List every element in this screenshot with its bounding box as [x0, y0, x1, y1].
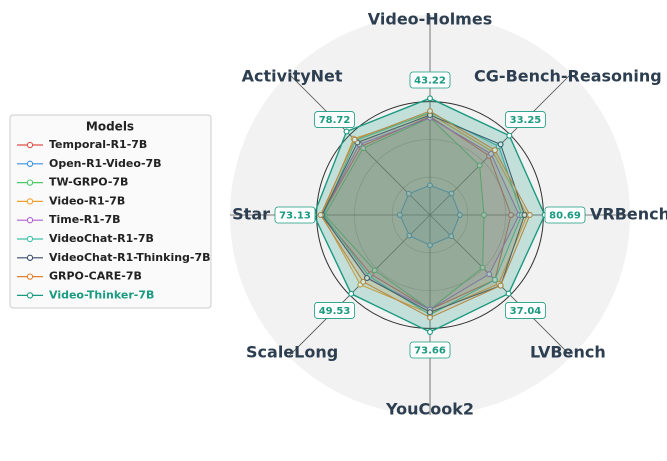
data-point	[360, 145, 367, 152]
axis-label: VRBench	[590, 205, 667, 224]
data-point	[526, 212, 533, 218]
axis-label: ScaleLong	[246, 342, 338, 361]
legend-label: Video-R1-7B	[49, 194, 125, 207]
axis-label: CG-Bench-Reasoning	[474, 67, 662, 86]
data-point	[427, 314, 433, 321]
value-label-box	[314, 111, 355, 128]
legend-label: TW-GRPO-7B	[49, 176, 128, 189]
legend-marker	[26, 141, 34, 149]
value-label-text: 43.22	[414, 76, 446, 87]
legend-label: Video-Thinker-7B	[49, 288, 154, 301]
value-label: 78.72	[314, 111, 355, 128]
value-label-box	[544, 206, 586, 224]
data-point	[505, 290, 512, 297]
value-label-text: 80.69	[549, 211, 581, 222]
value-label-text: 73.13	[279, 211, 311, 222]
legend-marker	[26, 254, 34, 261]
legend-marker	[26, 235, 34, 243]
legend-box	[9, 114, 212, 309]
legend-marker	[26, 160, 34, 167]
legend-marker	[26, 179, 34, 186]
data-point	[427, 242, 433, 249]
value-label: 49.53	[314, 302, 355, 319]
data-point	[476, 162, 483, 169]
data-point	[371, 267, 378, 274]
data-point	[343, 128, 350, 135]
value-label-box	[505, 302, 546, 319]
value-label: 37.04	[505, 302, 546, 319]
legend-marker	[26, 292, 34, 299]
data-point	[427, 329, 433, 335]
data-point	[351, 136, 358, 143]
value-label-box	[409, 341, 451, 359]
data-point	[497, 141, 504, 148]
data-point	[448, 233, 455, 240]
value-label: 73.66	[409, 341, 451, 359]
data-point	[405, 190, 412, 197]
data-point	[427, 309, 433, 316]
value-label-text: 73.66	[414, 346, 446, 357]
legend-marker	[26, 217, 34, 224]
value-label-box	[505, 111, 546, 128]
legend-label: Open-R1-Video-7B	[49, 157, 162, 170]
axis-label: Star	[232, 205, 270, 224]
data-point	[506, 132, 513, 139]
legend-label: VideoChat-R1-7B	[49, 232, 154, 245]
data-point	[364, 275, 370, 281]
value-label-text: 33.25	[510, 115, 542, 126]
value-label: 33.25	[505, 111, 546, 128]
data-point	[396, 212, 403, 218]
legend-label: VideoChat-R1-Thinking-7B	[49, 251, 211, 264]
data-point	[448, 190, 455, 197]
axis-label: Video-Holmes	[368, 10, 492, 29]
legend-label: GRPO-CARE-7B	[49, 270, 142, 283]
value-label-text: 78.72	[319, 115, 351, 126]
legend-marker	[26, 273, 34, 280]
data-point	[479, 264, 486, 271]
value-label-box	[409, 71, 451, 89]
data-point	[488, 150, 495, 157]
data-point	[497, 282, 504, 289]
data-point	[360, 278, 367, 285]
data-point	[406, 232, 413, 239]
data-point	[521, 212, 528, 218]
legend-label: Time-R1-7B	[49, 213, 121, 226]
value-label-box	[314, 302, 355, 319]
value-label: 73.13	[274, 206, 316, 224]
value-label: 43.22	[409, 71, 451, 89]
value-label-text: 37.04	[510, 306, 542, 317]
value-label-text: 49.53	[319, 306, 351, 317]
axis-label: LVBench	[530, 342, 606, 361]
data-point	[486, 271, 493, 278]
data-point	[317, 212, 324, 218]
legend-label: Temporal-R1-7B	[49, 138, 147, 151]
legend-marker	[26, 198, 34, 205]
value-label: 80.69	[544, 206, 586, 224]
data-point	[427, 182, 433, 189]
data-point	[348, 290, 355, 297]
axis-label: YouCook2	[385, 400, 474, 419]
data-point	[481, 212, 487, 218]
data-point	[508, 212, 514, 218]
data-point	[491, 276, 498, 283]
data-point	[456, 212, 463, 218]
legend-title: Models	[86, 120, 134, 134]
value-label-box	[274, 206, 316, 224]
data-point	[427, 95, 433, 102]
data-point	[491, 147, 498, 154]
data-point	[427, 108, 433, 115]
axis-label: ActivityNet	[242, 67, 343, 86]
